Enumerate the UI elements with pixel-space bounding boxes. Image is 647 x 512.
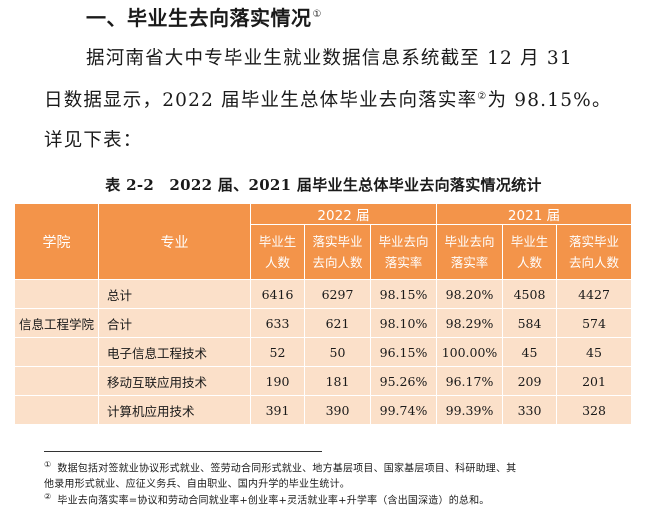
cell-rate-2021: 98.20% (436, 279, 503, 309)
header-year-2021: 2021 届 (436, 203, 632, 225)
footnote-1-line-2: 他录用形式就业、应征义务兵、自由职业、国内升学的毕业生统计。 (44, 479, 350, 491)
cell-college (14, 366, 99, 396)
cell-rate-2021: 98.29% (436, 308, 503, 338)
cell-college (14, 395, 99, 425)
cell-rate-2022: 98.10% (370, 308, 437, 338)
header-college: 学院 (14, 203, 99, 280)
paragraph-line-1: 据河南省大中专毕业生就业数据信息系统截至 12 月 31 (86, 48, 573, 69)
cell-placed-2022: 181 (304, 366, 371, 396)
footnote-ref-1[interactable]: ① (312, 9, 322, 21)
cell-grads-2022: 190 (250, 366, 305, 396)
cell-major: 电子信息工程技术 (98, 337, 251, 367)
footnote-2-text: 毕业去向落实率=协议和劳动合同就业率+创业率+灵活就业率+升学率（含出国深造）的… (57, 495, 490, 507)
cell-grads-2022: 52 (250, 337, 305, 367)
paragraph-line-2-b: 为 98.15%。 (487, 90, 612, 111)
cell-placed-2021: 328 (556, 395, 632, 425)
cell-grads-2022: 6416 (250, 279, 305, 309)
footnote-1-line-1: 数据包括对签就业协议形式就业、签劳动合同形式就业、地方基层项目、国家基层项目、科… (57, 463, 517, 475)
cell-placed-2021: 45 (556, 337, 632, 367)
header-grads-2021: 毕业生 人数 (502, 224, 557, 280)
cell-grads-2021: 4508 (502, 279, 557, 309)
footnote-1-mark: ① (44, 460, 52, 469)
header-year-2022: 2022 届 (250, 203, 437, 225)
cell-major: 总计 (98, 279, 251, 309)
header-placed-2021: 落实毕业 去向人数 (556, 224, 632, 280)
table-row: 计算机应用技术 391 390 99.74% 99.39% 330 328 (14, 395, 632, 425)
footnote-2: ② 毕业去向落实率=协议和劳动合同就业率+创业率+灵活就业率+升学率（含出国深造）… (44, 489, 614, 509)
cell-rate-2021: 100.00% (436, 337, 503, 367)
table-row: 移动互联应用技术 190 181 95.26% 96.17% 209 201 (14, 366, 632, 396)
footnote-ref-2[interactable]: ② (477, 90, 488, 102)
cell-major: 合计 (98, 308, 251, 338)
cell-placed-2022: 621 (304, 308, 371, 338)
cell-rate-2022: 98.15% (370, 279, 437, 309)
header-rate-2022: 毕业去向 落实率 (370, 224, 437, 280)
cell-major: 移动互联应用技术 (98, 366, 251, 396)
cell-grads-2021: 330 (502, 395, 557, 425)
footnote-2-mark: ② (44, 492, 52, 501)
footnote-1: ① 数据包括对签就业协议形式就业、签劳动合同形式就业、地方基层项目、国家基层项目、… (44, 457, 614, 493)
section-heading: 一、毕业生去向落实情况① (86, 2, 322, 31)
cell-rate-2022: 96.15% (370, 337, 437, 367)
cell-college: 信息工程学院 (14, 308, 99, 338)
header-grads-2022: 毕业生 人数 (250, 224, 305, 280)
cell-rate-2021: 99.39% (436, 395, 503, 425)
cell-college (14, 279, 99, 309)
cell-placed-2021: 574 (556, 308, 632, 338)
header-rate-2021: 毕业去向 落实率 (436, 224, 503, 280)
paragraph-line-2: 日数据显示，2022 届毕业生总体毕业去向落实率②为 98.15%。 (44, 86, 614, 112)
paragraph-line-2-a: 日数据显示，2022 届毕业生总体毕业去向落实率 (44, 90, 478, 111)
table-row-total: 总计 6416 6297 98.15% 98.20% 4508 4427 (14, 279, 632, 309)
table-row: 信息工程学院 合计 633 621 98.10% 98.29% 584 574 (14, 308, 632, 338)
header-placed-2022: 落实毕业 去向人数 (304, 224, 371, 280)
cell-placed-2021: 201 (556, 366, 632, 396)
table-caption: 表 2-2 2022 届、2021 届毕业生总体毕业去向落实情况统计 (105, 176, 542, 194)
cell-rate-2022: 95.26% (370, 366, 437, 396)
cell-placed-2022: 50 (304, 337, 371, 367)
cell-college (14, 337, 99, 367)
table-row: 电子信息工程技术 52 50 96.15% 100.00% 45 45 (14, 337, 632, 367)
cell-major: 计算机应用技术 (98, 395, 251, 425)
cell-placed-2022: 6297 (304, 279, 371, 309)
cell-grads-2022: 633 (250, 308, 305, 338)
statistics-table: 学院 专业 2022 届 2021 届 毕业生 人数 落实毕业 去向人数 毕业去向落… (14, 203, 632, 425)
cell-grads-2021: 209 (502, 366, 557, 396)
header-major: 专业 (98, 203, 251, 280)
section-heading-text: 一、毕业生去向落实情况 (86, 6, 312, 30)
cell-grads-2021: 45 (502, 337, 557, 367)
cell-grads-2021: 584 (502, 308, 557, 338)
cell-placed-2021: 4427 (556, 279, 632, 309)
cell-rate-2021: 96.17% (436, 366, 503, 396)
footnote-divider (44, 451, 322, 452)
cell-grads-2022: 391 (250, 395, 305, 425)
cell-rate-2022: 99.74% (370, 395, 437, 425)
cell-placed-2022: 390 (304, 395, 371, 425)
paragraph-line-3: 详见下表： (44, 130, 143, 151)
